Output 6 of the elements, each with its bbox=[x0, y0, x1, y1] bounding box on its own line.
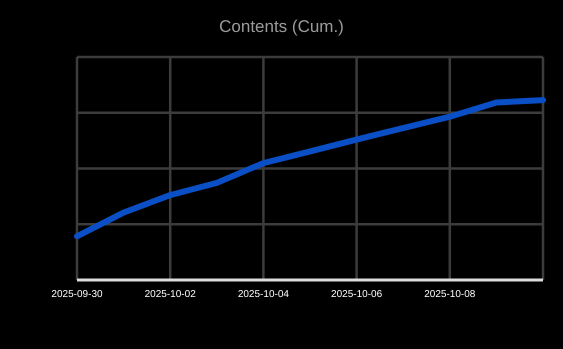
x-tick-label: 2025-10-08 bbox=[424, 289, 476, 300]
x-tick-label: 2025-09-30 bbox=[51, 289, 104, 300]
x-tick-label: 2025-10-02 bbox=[144, 289, 196, 300]
x-tick-label: 2025-10-04 bbox=[238, 289, 290, 300]
chart-title: Contents (Cum.) bbox=[219, 17, 344, 36]
x-tick-label: 2025-10-06 bbox=[331, 289, 383, 300]
